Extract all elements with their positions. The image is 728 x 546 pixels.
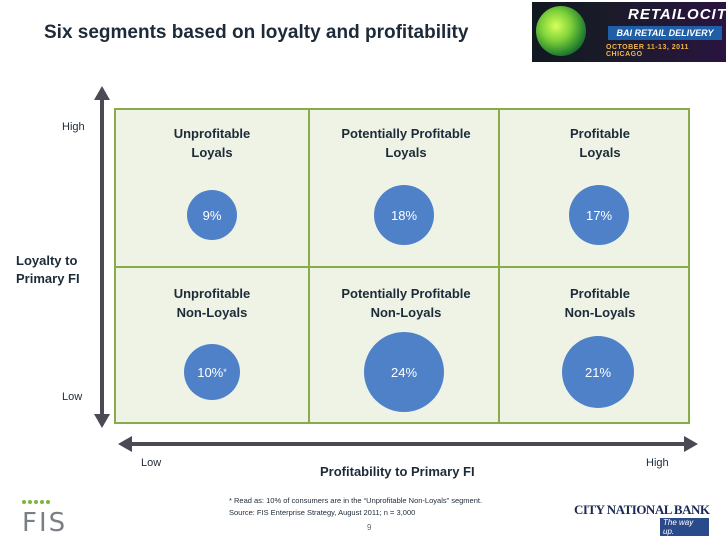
y-axis-low-label: Low xyxy=(62,391,83,403)
segment-bubble: 18% xyxy=(374,185,434,245)
segment-bubble: 10% * xyxy=(184,344,240,400)
segment-label: Profitable Loyals xyxy=(570,126,630,160)
read-as-note: * Read as: 10% of consumers are in the “… xyxy=(229,496,483,505)
x-axis-low-label: Low xyxy=(141,457,162,469)
source-note: Source: FIS Enterprise Strategy, August … xyxy=(229,508,416,517)
segment-bubble: 21% xyxy=(562,336,634,408)
segment-percent: 10% xyxy=(197,364,224,380)
y-axis-high-label: High xyxy=(62,121,85,133)
slide-title: Six segments based on loyalty and profit… xyxy=(44,22,469,43)
banner-dates: OCTOBER 11-13, 2011 CHICAGO xyxy=(606,44,689,58)
segment-label: Potentially Profitable Loyals xyxy=(341,126,471,160)
x-axis-line xyxy=(132,442,686,446)
city-national-bank-logo: CITY NATIONAL BANK The way up. xyxy=(574,502,710,536)
event-banner: RETAILOCITY BAI RETAIL DELIVERY OCTOBER … xyxy=(532,2,726,62)
x-axis-arrow-left-icon xyxy=(118,436,132,452)
segment-percent: 24% xyxy=(390,364,418,380)
x-axis-arrow-right-icon xyxy=(684,436,698,452)
segment-percent: 9% xyxy=(202,207,222,223)
y-axis-arrow-up-icon xyxy=(94,86,110,100)
x-axis-title: Profitability to Primary FI xyxy=(320,464,475,479)
cnb-tagline: The way up. xyxy=(660,518,710,536)
segment-label: Profitable Non-Loyals xyxy=(564,286,636,320)
globe-icon xyxy=(536,6,586,56)
segment-percent: 21% xyxy=(584,364,612,380)
banner-event: BAI RETAIL DELIVERY xyxy=(608,26,722,40)
y-axis-line xyxy=(100,96,104,418)
x-axis-high-label: High xyxy=(646,457,669,469)
segment-label: Unprofitable Non-Loyals xyxy=(173,286,251,320)
fis-logo-text: FIS xyxy=(22,508,68,538)
segment-percent: 17% xyxy=(585,207,613,223)
y-axis-arrow-down-icon xyxy=(94,414,110,428)
cnb-logo-text: CITY NATIONAL BANK xyxy=(574,502,710,517)
footnote-marker: * xyxy=(223,367,227,377)
page-number: 9 xyxy=(367,523,372,532)
segment-bubble: 24% xyxy=(364,332,444,412)
segment-matrix: Unprofitable Loyals Potentially Profitab… xyxy=(114,108,690,424)
segment-bubble: 9% xyxy=(187,190,237,240)
segment-label: Unprofitable Loyals xyxy=(173,126,251,160)
grid-divider xyxy=(116,266,688,268)
segment-bubble: 17% xyxy=(569,185,629,245)
segment-label: Potentially Profitable Non-Loyals xyxy=(341,286,471,320)
banner-brand: RETAILOCITY xyxy=(628,6,726,23)
y-axis-title: Loyalty to Primary FI xyxy=(16,253,80,286)
segment-percent: 18% xyxy=(390,207,418,223)
